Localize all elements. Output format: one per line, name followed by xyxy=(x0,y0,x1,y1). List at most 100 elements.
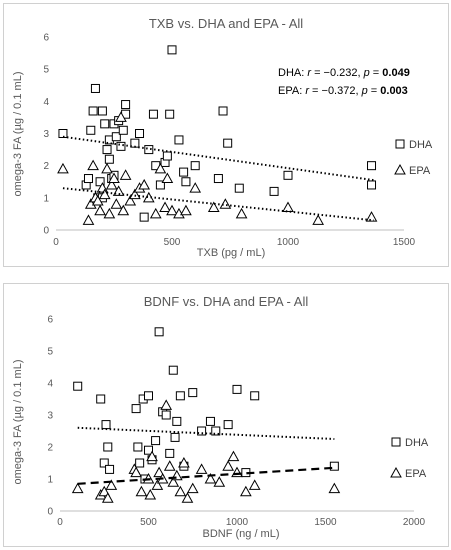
dha-point xyxy=(232,384,242,394)
dha-point xyxy=(90,83,100,93)
dha-point xyxy=(154,327,164,337)
dha-point xyxy=(165,109,175,119)
series-dha xyxy=(73,327,339,484)
legend-dha-label: DHA xyxy=(405,437,429,449)
epa-point xyxy=(117,204,130,216)
dha-point xyxy=(174,135,184,145)
dha-point xyxy=(135,458,145,468)
epa-point xyxy=(213,476,226,487)
epa-point xyxy=(129,188,141,200)
epa-point xyxy=(91,195,104,206)
epa-point xyxy=(365,211,378,222)
dha-point xyxy=(133,442,143,452)
epa-point xyxy=(161,172,174,184)
epa-point xyxy=(151,479,164,490)
chart-panel-txb: TXB vs. DHA and EPA - All TXB (pg / mL) … xyxy=(3,3,449,267)
x-tick-label: 0 xyxy=(53,237,59,248)
chart-title: BDNF vs. DHA and EPA - All xyxy=(144,294,309,309)
epa-point xyxy=(248,479,261,490)
dha-point xyxy=(95,177,105,187)
dha-point xyxy=(100,119,110,129)
epa-point xyxy=(282,201,294,212)
dha-point xyxy=(101,420,111,430)
dha-point xyxy=(269,186,279,196)
y-tick-label: 2 xyxy=(47,443,53,454)
y-axis-label: omega-3 FA (µg / 0.1 mL) xyxy=(12,72,24,197)
epa-stat-line: EPA: r = −0.372, p = 0.003 xyxy=(278,85,408,97)
epa-point xyxy=(146,450,158,462)
dha-point xyxy=(116,141,126,151)
epa-point xyxy=(328,482,341,494)
dha-point xyxy=(165,448,175,458)
x-tick-label: 2000 xyxy=(403,517,426,528)
epa-trendline xyxy=(77,466,335,485)
dha-point xyxy=(97,106,107,116)
dha-point xyxy=(111,132,121,142)
dha-point xyxy=(181,177,191,187)
epa-point xyxy=(130,466,142,478)
legend-epa-label: EPA xyxy=(405,468,427,480)
epa-point xyxy=(138,178,151,190)
dha-point xyxy=(223,420,233,430)
epa-point xyxy=(240,485,252,497)
epa-point xyxy=(312,214,325,225)
epa-point xyxy=(135,485,148,497)
epa-trendline xyxy=(62,187,374,222)
legend-dha-marker xyxy=(395,139,405,149)
dha-trendline xyxy=(77,426,335,440)
epa-point xyxy=(167,476,180,487)
y-tick-label: 5 xyxy=(47,347,53,358)
epa-point xyxy=(101,492,114,503)
dha-point xyxy=(144,391,153,401)
epa-point xyxy=(149,207,162,219)
dha-point xyxy=(58,129,68,138)
epa-point xyxy=(154,162,167,174)
dha-point xyxy=(213,174,223,184)
dha-point xyxy=(367,161,377,171)
epa-point xyxy=(178,456,190,468)
y-tick-label: 2 xyxy=(43,161,49,172)
epa-point xyxy=(105,178,118,190)
dha-point xyxy=(131,404,141,414)
series-epa xyxy=(57,111,378,225)
dha-point xyxy=(99,458,109,468)
epa-point xyxy=(119,169,132,180)
epa-point xyxy=(207,201,220,212)
epa-point xyxy=(108,172,120,184)
dha-point xyxy=(121,100,131,110)
dha-point xyxy=(205,416,215,426)
y-tick-label: 6 xyxy=(43,33,49,44)
epa-point xyxy=(124,195,137,206)
dha-point xyxy=(155,180,165,190)
y-tick-label: 1 xyxy=(43,193,49,204)
epa-point xyxy=(115,111,127,122)
y-tick-label: 0 xyxy=(43,226,49,237)
epa-point xyxy=(231,466,243,478)
chart-title: TXB vs. DHA and EPA - All xyxy=(149,16,303,31)
series-epa xyxy=(71,399,341,503)
legend-epa-marker xyxy=(394,163,406,175)
chart-panel-bdnf: BDNF vs. DHA and EPA - All BDNF (ng / mL… xyxy=(3,283,449,547)
dha-trendline xyxy=(62,135,374,182)
dha-point xyxy=(102,145,112,155)
epa-point xyxy=(110,198,123,209)
dha-point xyxy=(190,161,200,171)
dha-point xyxy=(105,464,115,474)
dha-point xyxy=(162,151,172,161)
epa-point xyxy=(227,450,240,462)
y-tick-label: 0 xyxy=(47,507,53,518)
dha-point xyxy=(86,125,96,135)
x-tick-label: 1000 xyxy=(226,517,249,528)
epa-point xyxy=(219,198,232,209)
bdnf-scatter-chart: BDNF vs. DHA and EPA - All BDNF (ng / mL… xyxy=(12,294,429,540)
dha-point xyxy=(234,183,244,193)
x-tick-label: 0 xyxy=(57,517,63,528)
x-tick-label: 500 xyxy=(164,237,181,248)
y-tick-label: 3 xyxy=(47,411,53,422)
dha-point xyxy=(283,170,293,180)
epa-point xyxy=(159,201,171,212)
legend-dha-label: DHA xyxy=(409,139,433,151)
dha-point xyxy=(250,391,260,401)
dha-point xyxy=(118,125,128,135)
y-axis-label: omega-3 FA (µg / 0.1 mL) xyxy=(12,360,24,485)
